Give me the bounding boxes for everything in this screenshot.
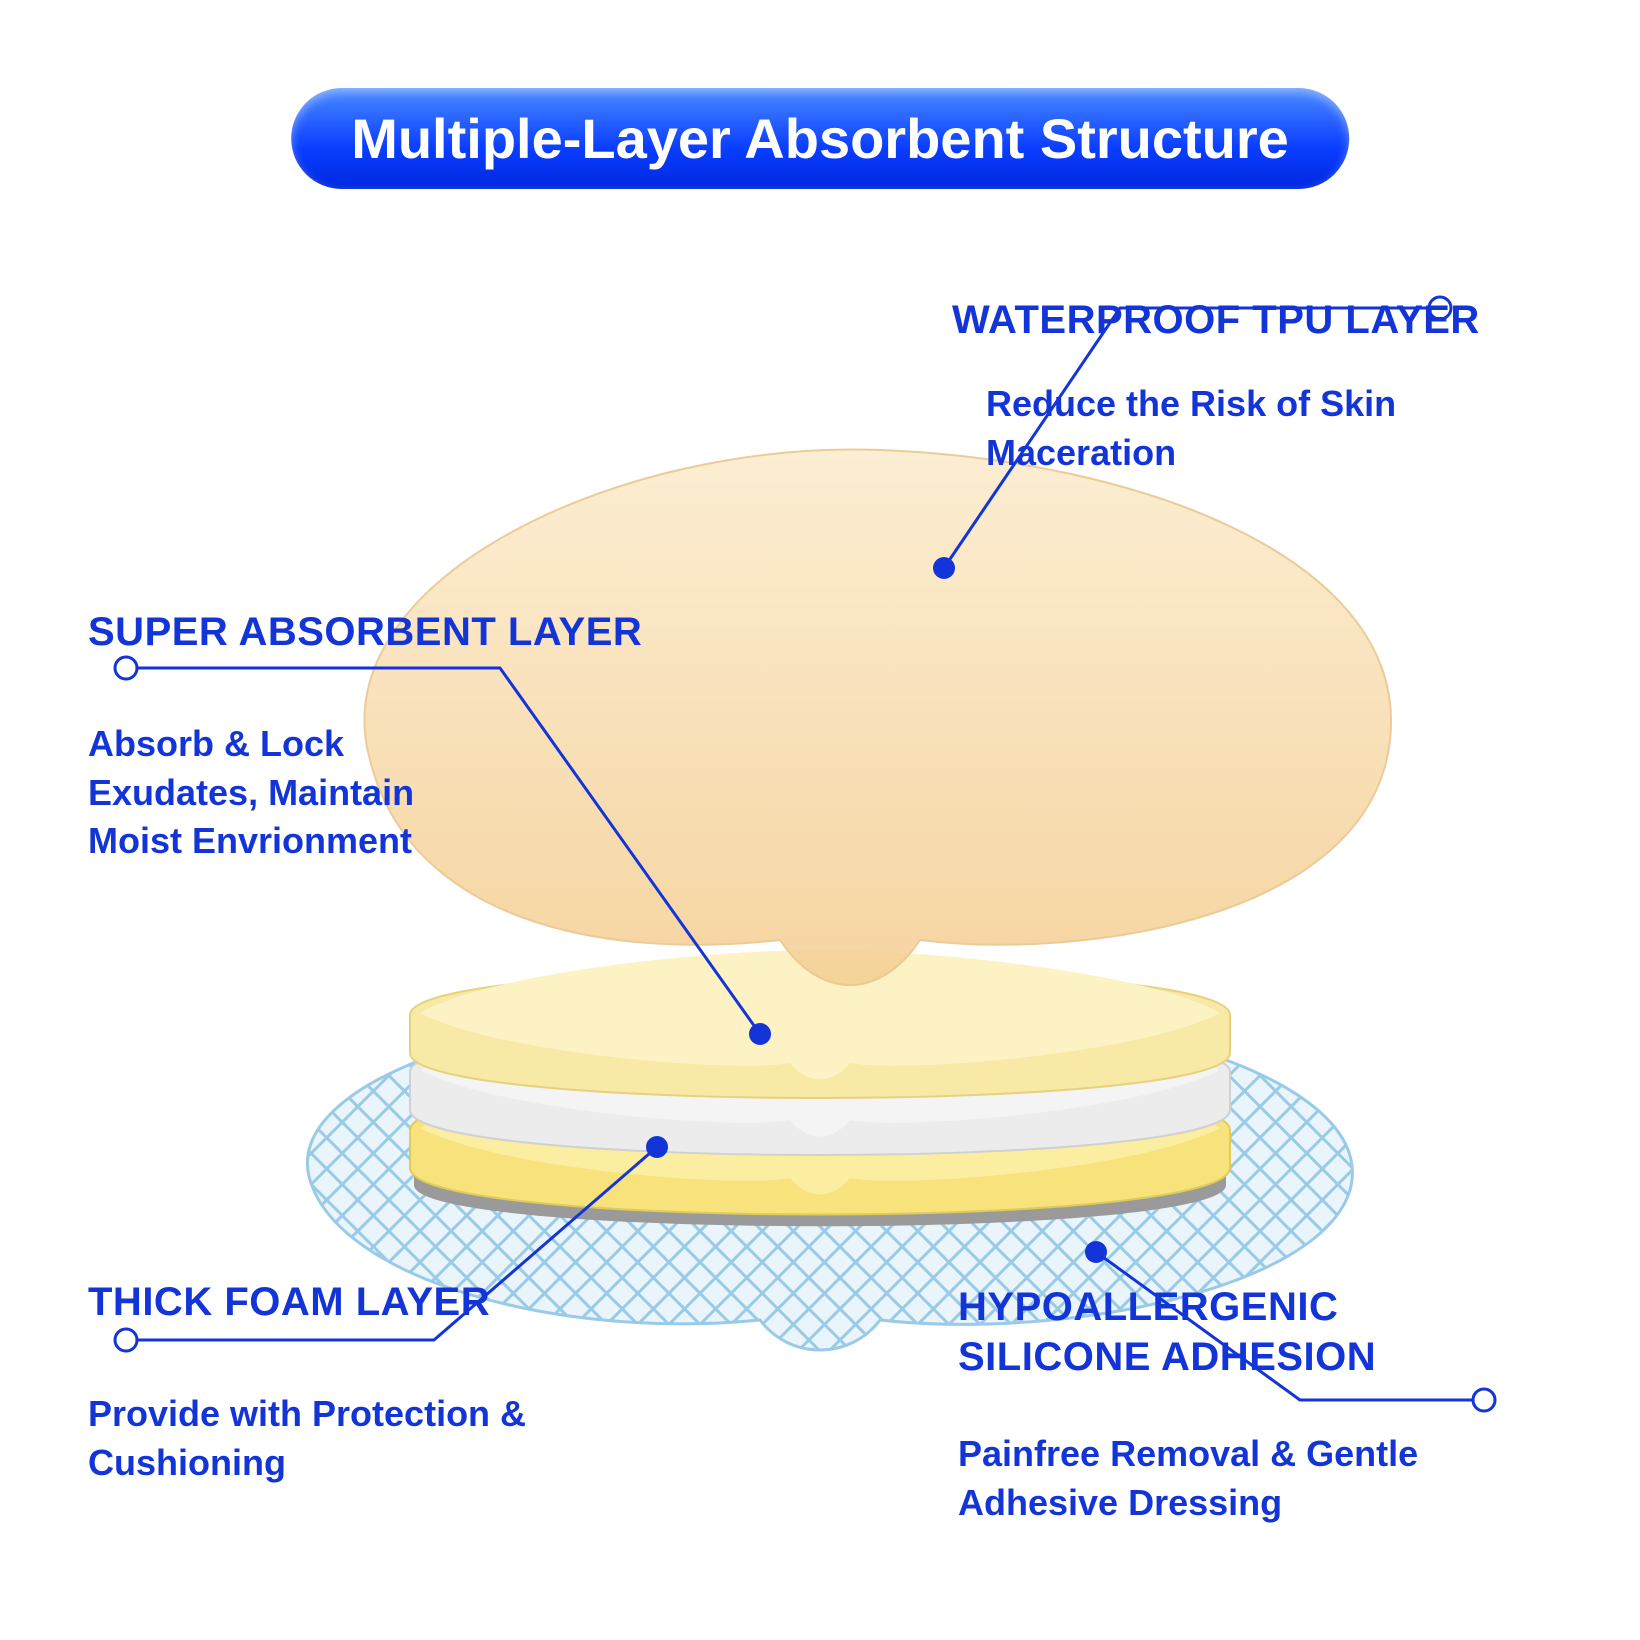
callout-desc-foam: Provide with Protection & Cushioning (88, 1390, 588, 1487)
layer-dark-band (414, 1134, 1226, 1227)
callout-title-foam: THICK FOAM LAYER (88, 1280, 490, 1325)
callout-title-silicone: HYPOALLERGENIC SILICONE ADHESION (958, 1282, 1498, 1382)
page-title: Multiple-Layer Absorbent Structure (291, 88, 1349, 189)
layer-super-absorbent (410, 951, 1230, 1098)
layer-waterproof-tpu (364, 449, 1391, 985)
layer-thick-foam (410, 1064, 1230, 1215)
callout-title-waterproof: WATERPROOF TPU LAYER (952, 298, 1480, 343)
callout-desc-absorbent: Absorb & Lock Exudates, Maintain Moist E… (88, 720, 518, 866)
callout-desc-silicone: Painfree Removal & Gentle Adhesive Dress… (958, 1430, 1518, 1527)
layer-gray-mid (410, 1008, 1230, 1155)
callout-title-absorbent: SUPER ABSORBENT LAYER (88, 610, 642, 655)
callout-desc-waterproof: Reduce the Risk of Skin Maceration (986, 380, 1516, 477)
